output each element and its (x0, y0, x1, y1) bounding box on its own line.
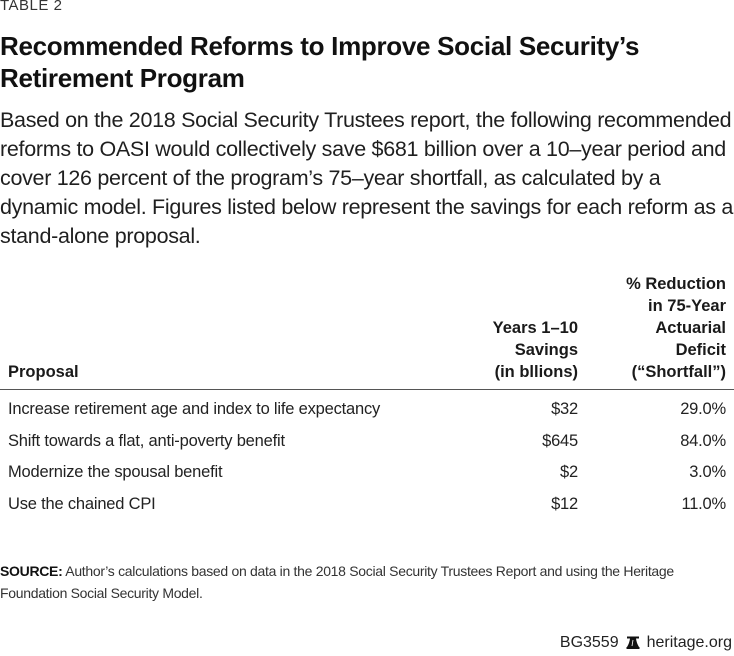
source-note: SOURCE: Author’s calculations based on d… (0, 560, 734, 604)
liberty-bell-icon (626, 636, 640, 650)
table-label: TABLE 2 (0, 0, 63, 14)
table-row: Use the chained CPI $12 11.0% (0, 489, 734, 521)
cell-savings: $12 (551, 494, 578, 513)
reforms-table: Proposal Years 1–10 Savings (in bllions)… (0, 268, 734, 520)
header-proposal: Proposal (8, 363, 79, 381)
table-row: Modernize the spousal benefit $2 3.0% (0, 457, 734, 489)
table-description: Based on the 2018 Social Security Truste… (0, 108, 734, 248)
cell-savings: $2 (560, 463, 578, 482)
cell-savings: $32 (551, 400, 578, 419)
cell-proposal: Use the chained CPI (8, 494, 156, 513)
header-savings: Years 1–10 Savings (in bllions) (492, 319, 578, 381)
table-row: Increase retirement age and index to lif… (0, 394, 734, 426)
cell-proposal: Modernize the spousal benefit (8, 463, 223, 482)
cell-proposal: Increase retirement age and index to lif… (8, 400, 381, 419)
cell-deficit-reduction: 11.0% (681, 494, 726, 513)
cell-deficit-reduction: 3.0% (689, 463, 726, 482)
report-code: BG3559 (559, 634, 619, 651)
website-link[interactable]: heritage.org (646, 634, 732, 651)
cell-savings: $645 (542, 431, 578, 450)
table-header-row: Proposal Years 1–10 Savings (in bllions)… (0, 268, 734, 390)
table-title: Recommended Reforms to Improve Social Se… (0, 31, 640, 93)
cell-deficit-reduction: 29.0% (680, 400, 726, 419)
source-text: Author’s calculations based on data in t… (0, 563, 674, 601)
cell-proposal: Shift towards a flat, anti-poverty benef… (8, 431, 285, 450)
cell-deficit-reduction: 84.0% (680, 431, 726, 450)
table-row: Shift towards a flat, anti-poverty benef… (0, 426, 734, 458)
table-body: Increase retirement age and index to lif… (0, 390, 734, 520)
footer: BG3559 heritage.org (560, 634, 732, 652)
source-label: SOURCE: (0, 563, 63, 579)
header-deficit-reduction: % Reduction in 75-Year Actuarial Deficit… (626, 275, 726, 381)
